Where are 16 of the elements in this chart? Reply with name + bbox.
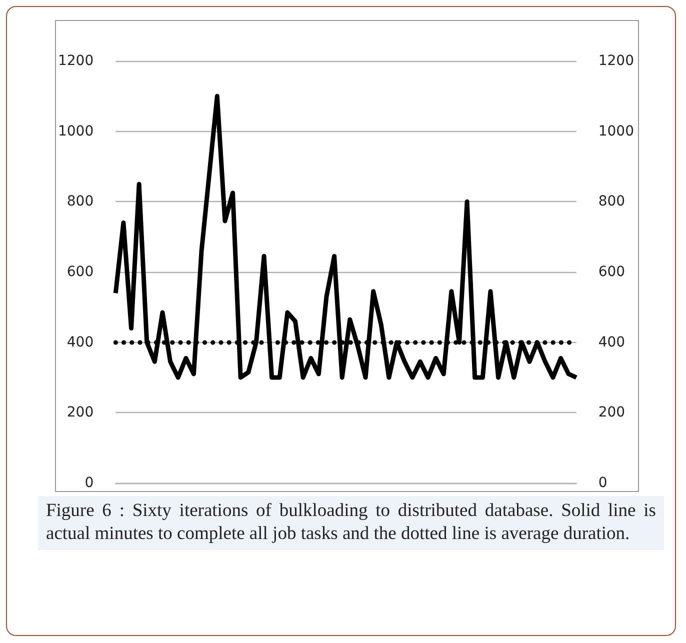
y2-tick-label: 0 bbox=[598, 475, 608, 491]
y-tick-label: 200 bbox=[66, 404, 94, 421]
y-tick-label: 800 bbox=[66, 194, 94, 210]
y2-tick-label: 1000 bbox=[598, 123, 634, 140]
y2-tick-label: 800 bbox=[598, 194, 626, 210]
y-tick-label: 600 bbox=[66, 264, 94, 280]
y-tick-label: 1000 bbox=[58, 123, 94, 140]
caption: Figure 6 : Sixty iterations of bulkloading to distributed database. Solid line is actual minutes to complete all job tasks and the dotted line is average duration. bbox=[46, 500, 656, 546]
y-tick-label: 1200 bbox=[58, 53, 94, 69]
y-tick-label: 400 bbox=[66, 334, 94, 350]
y2-tick-label: 200 bbox=[598, 404, 626, 421]
y2-tick-label: 400 bbox=[598, 334, 626, 350]
y2-tick-label: 1200 bbox=[598, 53, 634, 69]
y-tick-label: 0 bbox=[84, 475, 94, 491]
line-series bbox=[113, 94, 579, 380]
y2-tick-label: 600 bbox=[598, 264, 626, 280]
